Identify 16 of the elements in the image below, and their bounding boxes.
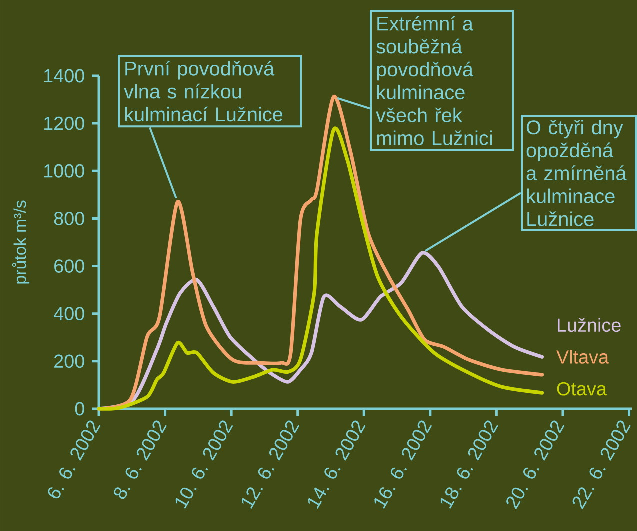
y-tick-label: 800: [54, 212, 84, 226]
y-axis-title: průtok m³/s: [12, 200, 30, 284]
y-tick-label: 1400: [44, 69, 84, 83]
y-tick-label: 200: [54, 354, 84, 368]
annotation: První povodňová vlna s nízkou kulminací Lužnice: [124, 60, 283, 122]
series-label: Vltava: [556, 350, 610, 364]
y-tick-label: 400: [54, 307, 84, 321]
annotation: O čtyři dny opožděná a zmírněná kulminace Lužnice: [526, 120, 627, 226]
series-label: Otava: [557, 382, 607, 396]
series-label: Lužnice: [558, 318, 621, 332]
line-series: [97, 251, 544, 411]
y-tick-label: 0: [75, 402, 84, 416]
y-tick-label: 1000: [44, 164, 84, 178]
y-tick-label: 1200: [44, 116, 84, 130]
annotation: Extrémní a souběžná povodňová kulminace všech řek mimo Lužnici: [376, 16, 492, 146]
y-tick-label: 600: [54, 260, 84, 273]
